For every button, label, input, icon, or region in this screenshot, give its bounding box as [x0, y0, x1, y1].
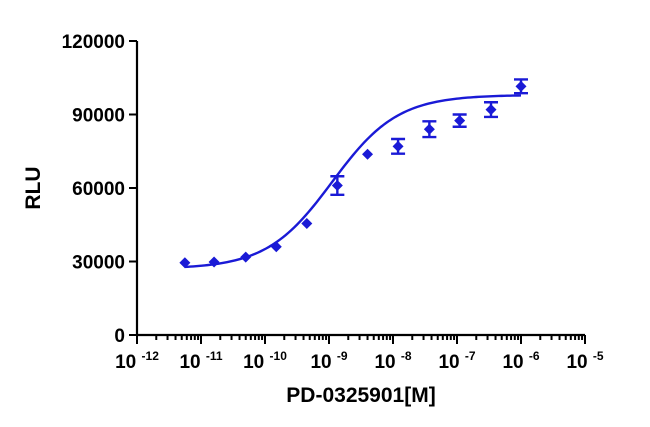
x-tick-label: 10 -10 — [243, 349, 287, 373]
x-tick-label: 10 -5 — [566, 349, 603, 373]
y-tick-label: 0 — [114, 326, 125, 347]
y-axis-title: RLU — [22, 166, 45, 209]
x-tick-label: 10 -9 — [310, 349, 347, 373]
data-point — [270, 241, 282, 253]
fit-curve — [184, 94, 522, 269]
x-tick-label: 10 -6 — [502, 349, 539, 373]
data-point — [485, 104, 497, 116]
x-axis-title: PD-0325901[M] — [286, 384, 435, 407]
data-point — [423, 123, 435, 135]
y-tick-label: 60000 — [72, 179, 125, 200]
data-point — [454, 115, 466, 127]
data-point — [515, 80, 527, 92]
data-point — [362, 148, 374, 160]
data-point — [240, 251, 252, 263]
data-point — [392, 140, 404, 152]
data-point — [331, 180, 343, 192]
x-ticks: 10 -12 10 -11 10 -10 10 -9 10 -8 10 -7 10 -6 10… — [115, 335, 604, 373]
x-tick-label: 10 -11 — [179, 349, 222, 373]
y-tick-label: 120000 — [62, 32, 125, 53]
y-tick-label: 30000 — [72, 253, 125, 274]
y-ticks: 0 30000 60000 90000 120000 — [62, 32, 137, 347]
x-tick-label: 10 -12 — [115, 349, 159, 373]
data-point — [179, 257, 191, 269]
data-points — [179, 78, 528, 269]
y-tick-label: 90000 — [72, 106, 125, 127]
x-tick-label: 10 -7 — [438, 349, 475, 373]
x-tick-label: 10 -8 — [374, 349, 411, 373]
data-point — [208, 256, 220, 268]
data-point — [301, 218, 313, 230]
